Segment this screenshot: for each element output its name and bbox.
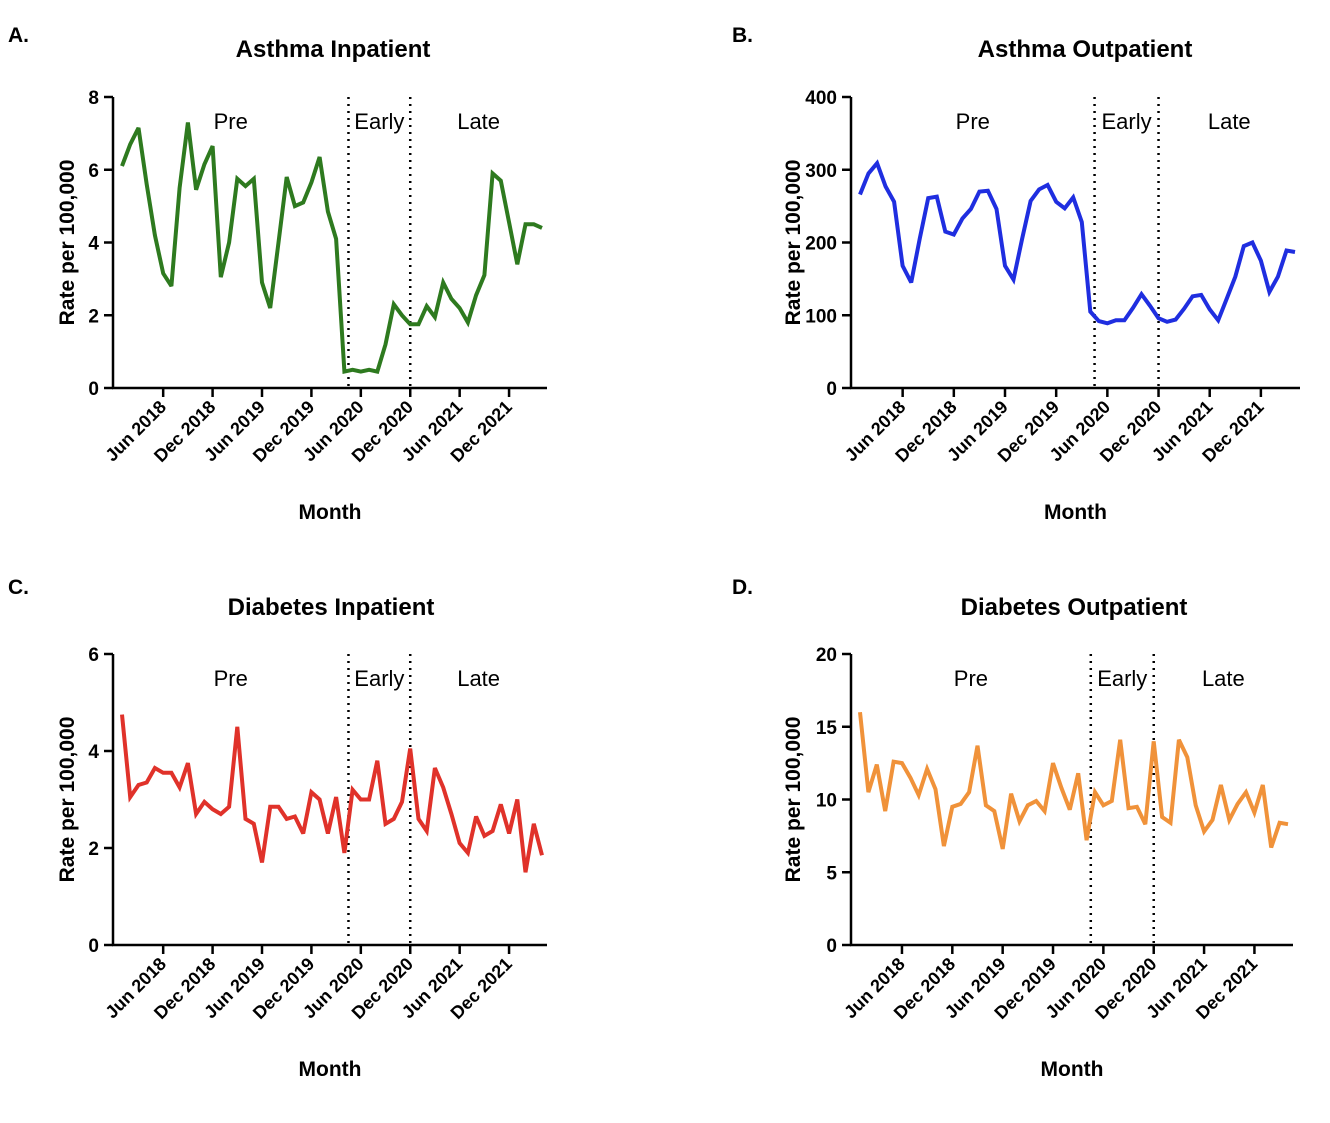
x-axis-label: Month (299, 501, 362, 524)
y-tick-label: 300 (805, 161, 837, 182)
panel-letter: A. (8, 24, 29, 47)
y-tick-label: 0 (826, 936, 837, 957)
chart-title: Asthma Outpatient (978, 36, 1193, 63)
period-label-early: Early (1097, 666, 1147, 691)
y-axis-label: Rate per 100,000 (782, 717, 805, 883)
x-axis-label: Month (1041, 1058, 1104, 1081)
y-tick-label: 4 (88, 742, 99, 763)
y-axis-label: Rate per 100,000 (782, 160, 805, 326)
series-line (858, 159, 1296, 326)
period-label-pre: Pre (956, 109, 990, 134)
panel-letter: C. (8, 576, 29, 599)
period-label-late: Late (1202, 666, 1245, 691)
y-tick-label: 6 (88, 161, 99, 182)
y-tick-label: 15 (816, 718, 838, 739)
period-label-late: Late (457, 109, 500, 134)
x-axis-label: Month (1044, 501, 1107, 524)
y-tick-label: 20 (816, 645, 837, 666)
y-tick-label: 2 (88, 839, 99, 860)
period-label-late: Late (457, 666, 500, 691)
y-tick-label: 0 (88, 936, 99, 957)
x-axis-label: Month (299, 1058, 362, 1081)
series-line (120, 714, 544, 873)
y-tick-label: 100 (805, 306, 837, 327)
y-tick-label: 8 (88, 88, 99, 109)
period-label-early: Early (354, 666, 404, 691)
y-tick-label: 4 (88, 234, 99, 255)
y-axis-label: Rate per 100,000 (56, 160, 79, 326)
y-tick-label: 6 (88, 645, 99, 666)
period-label-pre: Pre (214, 109, 248, 134)
y-tick-label: 10 (816, 791, 837, 812)
y-tick-label: 2 (88, 306, 99, 327)
chart-title: Asthma Inpatient (236, 36, 431, 63)
series-line (120, 122, 543, 375)
panel-letter: D. (732, 576, 753, 599)
chart-title: Diabetes Inpatient (228, 594, 435, 621)
period-label-early: Early (1101, 109, 1151, 134)
y-axis-label: Rate per 100,000 (56, 717, 79, 883)
y-tick-label: 200 (805, 234, 837, 255)
y-tick-label: 0 (826, 379, 837, 400)
y-tick-label: 400 (805, 88, 837, 109)
period-label-pre: Pre (954, 666, 988, 691)
y-tick-label: 0 (88, 379, 99, 400)
period-label-early: Early (354, 109, 404, 134)
chart-title: Diabetes Outpatient (961, 594, 1188, 621)
series-line (858, 711, 1289, 850)
period-label-pre: Pre (214, 666, 248, 691)
panel-letter: B. (732, 24, 753, 47)
period-label-late: Late (1208, 109, 1251, 134)
y-tick-label: 5 (826, 863, 837, 884)
